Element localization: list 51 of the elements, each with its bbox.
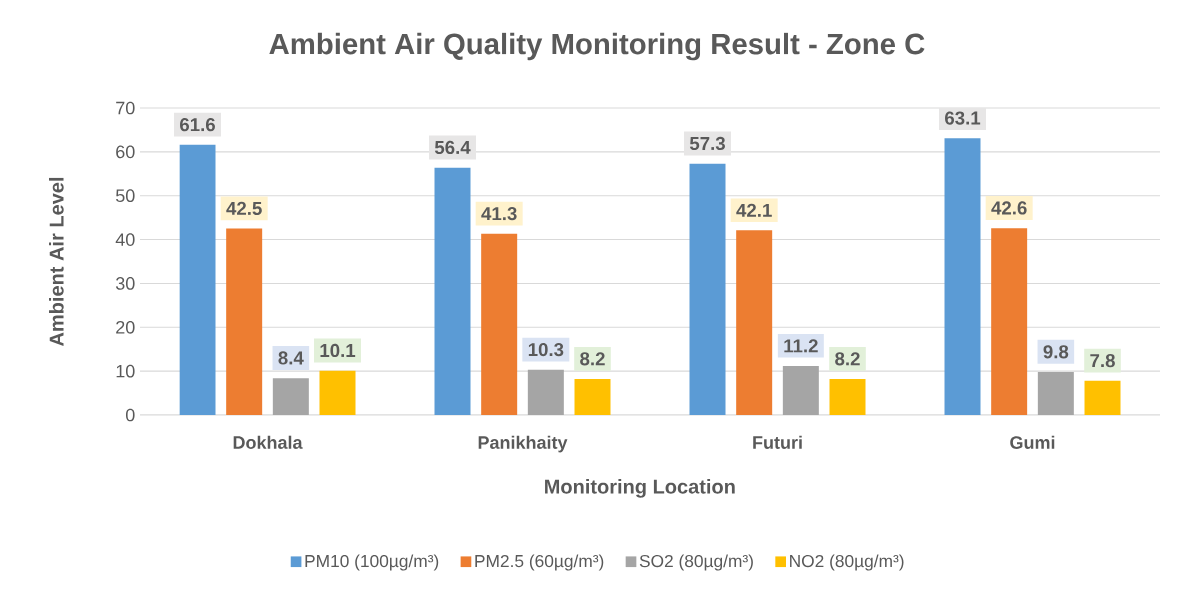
bar <box>272 378 309 415</box>
bar <box>1037 372 1074 415</box>
bar <box>991 228 1028 415</box>
bar <box>226 228 263 415</box>
bar <box>319 370 356 415</box>
bar <box>829 379 866 415</box>
bar <box>1084 380 1121 415</box>
data-label: 11.2 <box>784 339 818 353</box>
data-label: 42.1 <box>736 203 772 217</box>
bar <box>944 138 981 415</box>
data-label: 9.8 <box>1043 345 1069 359</box>
bar <box>481 233 518 415</box>
data-label: 10.3 <box>528 342 564 357</box>
data-label: 63.1 <box>945 111 981 125</box>
x-tick-label: Futuri <box>753 435 802 449</box>
x-tick-label: Gumi <box>1010 435 1055 449</box>
y-tick-label: 20 <box>116 320 135 334</box>
data-label: 7.8 <box>1090 353 1115 368</box>
data-label: 8.2 <box>580 352 605 366</box>
data-label: 42.6 <box>991 201 1027 215</box>
data-label: 41.3 <box>481 207 517 221</box>
y-tick-label: 10 <box>116 364 135 378</box>
legend-label: NO2 (80µg/m³) <box>790 554 904 571</box>
x-axis-title: Monitoring Location <box>545 479 735 498</box>
y-tick-label: 40 <box>115 233 135 246</box>
chart-title: Ambient Air Quality Monitoring Result - Zone C <box>269 32 925 61</box>
x-tick-label: Panikhaity <box>478 435 568 453</box>
y-tick-label: 0 <box>125 408 135 422</box>
x-tick-label: Dokhala <box>233 435 303 449</box>
bar <box>179 144 216 415</box>
data-label: 8.2 <box>835 352 860 366</box>
y-axis-title: Ambient Air Level <box>49 177 64 347</box>
data-label: 10.1 <box>320 343 356 358</box>
data-label: 57.3 <box>689 136 725 151</box>
legend-label: PM2.5 (60µg/m³) <box>475 554 604 571</box>
data-label: 8.4 <box>278 351 304 365</box>
bar <box>527 369 564 415</box>
y-tick-label: 70 <box>116 101 135 115</box>
data-label: 42.5 <box>226 201 262 216</box>
y-tick-label: 30 <box>115 277 135 290</box>
legend-label: PM10 (100µg/m³) <box>305 554 439 571</box>
bar <box>736 230 773 415</box>
legend-label: SO2 (80µg/m³) <box>639 554 753 571</box>
y-tick-label: 60 <box>116 145 135 159</box>
bar <box>434 167 471 415</box>
data-label: 56.4 <box>434 140 471 155</box>
bar <box>782 365 819 415</box>
y-tick-label: 50 <box>115 189 135 203</box>
bar <box>574 379 611 415</box>
bar <box>689 163 726 415</box>
data-label: 61.6 <box>180 118 215 132</box>
